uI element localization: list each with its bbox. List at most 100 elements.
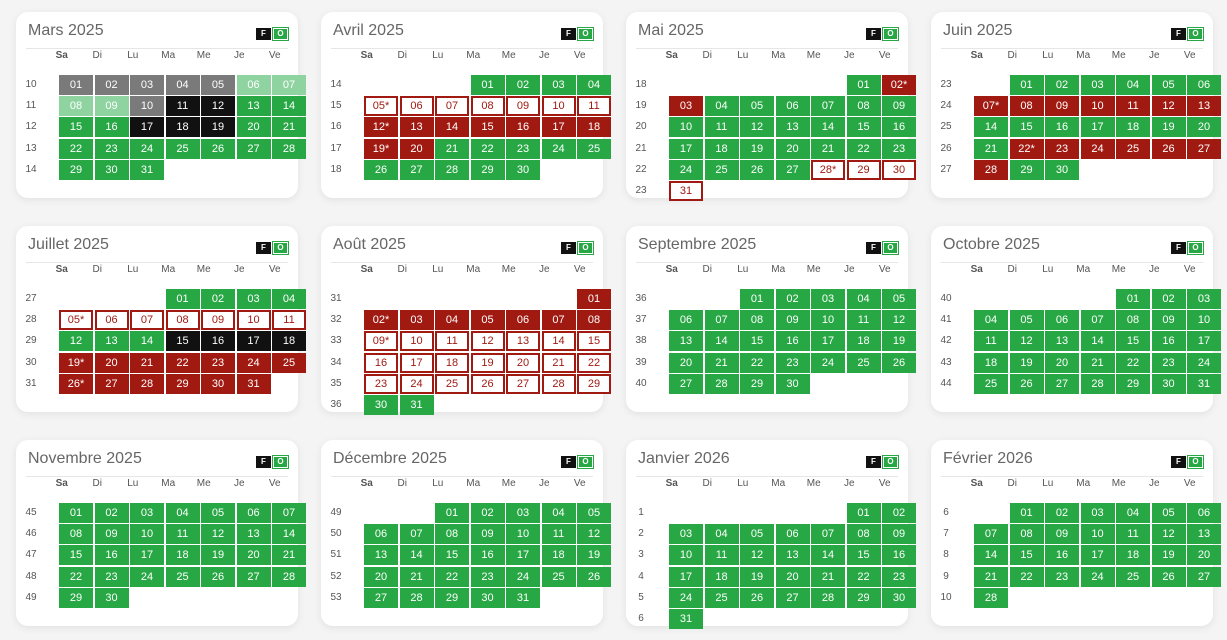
day-cell[interactable]: 26 (1151, 566, 1186, 587)
day-cell[interactable]: 27 (236, 566, 271, 587)
day-cell[interactable]: 13 (236, 524, 271, 545)
day-cell[interactable]: 19 (201, 545, 235, 566)
day-cell[interactable]: 23 (882, 138, 916, 159)
day-cell[interactable]: 18 (435, 352, 469, 373)
day-cell[interactable]: 06 (94, 310, 129, 331)
day-cell[interactable]: 29 (846, 159, 881, 180)
day-cell[interactable]: 23 (1045, 138, 1079, 159)
day-cell[interactable]: 23 (1045, 566, 1079, 587)
day-cell[interactable]: 18 (846, 331, 881, 352)
day-cell[interactable]: 13 (775, 545, 810, 566)
badge-f[interactable]: F (1171, 28, 1186, 40)
day-cell[interactable]: 03 (1080, 75, 1115, 95)
day-cell[interactable]: 03 (130, 75, 164, 95)
day-cell[interactable]: 07 (974, 524, 1008, 545)
day-cell[interactable]: 14 (811, 545, 845, 566)
badge-f[interactable]: F (256, 242, 271, 254)
day-cell[interactable]: 09 (506, 96, 540, 117)
day-cell[interactable]: 30 (775, 373, 810, 394)
day-cell[interactable]: 19 (1151, 117, 1186, 138)
day-cell[interactable]: 25 (165, 566, 200, 587)
day-cell[interactable]: 15 (59, 117, 93, 138)
day-cell[interactable]: 28 (272, 138, 306, 159)
day-cell[interactable]: 19 (577, 545, 611, 566)
badge-f[interactable]: F (561, 242, 576, 254)
day-cell[interactable]: 03 (1080, 503, 1115, 523)
day-cell[interactable]: 02 (882, 503, 916, 523)
day-cell[interactable]: 05 (1151, 503, 1186, 523)
day-cell[interactable]: 20 (236, 117, 271, 138)
day-cell[interactable]: 25 (704, 587, 739, 608)
day-cell[interactable]: 28 (541, 373, 576, 394)
day-cell[interactable]: 18 (165, 117, 200, 138)
day-cell[interactable]: 08 (846, 96, 881, 117)
day-cell[interactable]: 11 (1116, 96, 1150, 117)
day-cell[interactable]: 01 (577, 289, 611, 309)
day-cell[interactable]: 11 (1116, 524, 1150, 545)
day-cell[interactable]: 13 (1187, 96, 1221, 117)
day-cell[interactable]: 10 (506, 524, 540, 545)
day-cell[interactable]: 12 (1151, 524, 1186, 545)
day-cell[interactable]: 24 (130, 566, 164, 587)
day-cell[interactable]: 06 (775, 96, 810, 117)
day-cell[interactable]: 07 (130, 310, 164, 331)
day-cell[interactable]: 03 (811, 289, 845, 309)
day-cell[interactable]: 15 (435, 545, 469, 566)
day-cell[interactable]: 14 (974, 117, 1008, 138)
day-cell[interactable]: 18 (577, 117, 611, 138)
day-cell[interactable]: 09 (775, 310, 810, 331)
day-cell[interactable]: 07* (974, 96, 1008, 117)
day-cell[interactable]: 06 (236, 75, 271, 95)
day-cell[interactable]: 10 (1080, 96, 1115, 117)
day-cell[interactable]: 05 (740, 524, 774, 545)
day-cell[interactable]: 07 (272, 75, 306, 95)
day-cell[interactable]: 14 (1080, 331, 1115, 352)
day-cell[interactable]: 02 (506, 75, 540, 95)
day-cell[interactable]: 17 (1080, 117, 1115, 138)
day-cell[interactable]: 11 (846, 310, 881, 331)
day-cell[interactable]: 18 (1116, 117, 1150, 138)
day-cell[interactable]: 24 (1080, 566, 1115, 587)
day-cell[interactable]: 24 (236, 352, 271, 373)
day-cell[interactable]: 17 (541, 117, 576, 138)
day-cell[interactable]: 03 (669, 524, 703, 545)
day-cell[interactable]: 16 (201, 331, 235, 352)
day-cell[interactable]: 24 (541, 138, 576, 159)
day-cell[interactable]: 06 (775, 524, 810, 545)
badge-o[interactable]: O (1187, 27, 1204, 41)
day-cell[interactable]: 10 (130, 96, 164, 117)
day-cell[interactable]: 25 (974, 373, 1008, 394)
day-cell[interactable]: 03 (541, 75, 576, 95)
day-cell[interactable]: 13 (94, 331, 129, 352)
day-cell[interactable]: 07 (704, 310, 739, 331)
day-cell[interactable]: 28 (974, 159, 1008, 180)
day-cell[interactable]: 01 (1009, 503, 1044, 523)
day-cell[interactable]: 26 (740, 159, 774, 180)
day-cell[interactable]: 18 (974, 352, 1008, 373)
day-cell[interactable]: 19 (1009, 352, 1044, 373)
day-cell[interactable]: 15 (59, 545, 93, 566)
day-cell[interactable]: 21 (811, 138, 845, 159)
day-cell[interactable]: 20 (1187, 545, 1221, 566)
day-cell[interactable]: 10 (130, 524, 164, 545)
day-cell[interactable]: 26 (882, 352, 916, 373)
day-cell[interactable]: 21 (399, 566, 434, 587)
day-cell[interactable]: 19 (740, 138, 774, 159)
day-cell[interactable]: 24 (506, 566, 540, 587)
day-cell[interactable]: 29 (165, 373, 200, 394)
day-cell[interactable]: 29 (740, 373, 774, 394)
day-cell[interactable]: 16 (94, 117, 129, 138)
day-cell[interactable]: 22 (846, 138, 881, 159)
day-cell[interactable]: 17 (1187, 331, 1221, 352)
day-cell[interactable]: 28 (399, 587, 434, 608)
day-cell[interactable]: 23 (506, 138, 540, 159)
day-cell[interactable]: 15 (577, 331, 611, 352)
day-cell[interactable]: 04 (1116, 503, 1150, 523)
day-cell[interactable]: 07 (541, 310, 576, 331)
day-cell[interactable]: 31 (506, 587, 540, 608)
day-cell[interactable]: 30 (94, 159, 129, 180)
badge-o[interactable]: O (577, 455, 594, 469)
day-cell[interactable]: 11 (541, 524, 576, 545)
day-cell[interactable]: 14 (704, 331, 739, 352)
day-cell[interactable]: 18 (541, 545, 576, 566)
